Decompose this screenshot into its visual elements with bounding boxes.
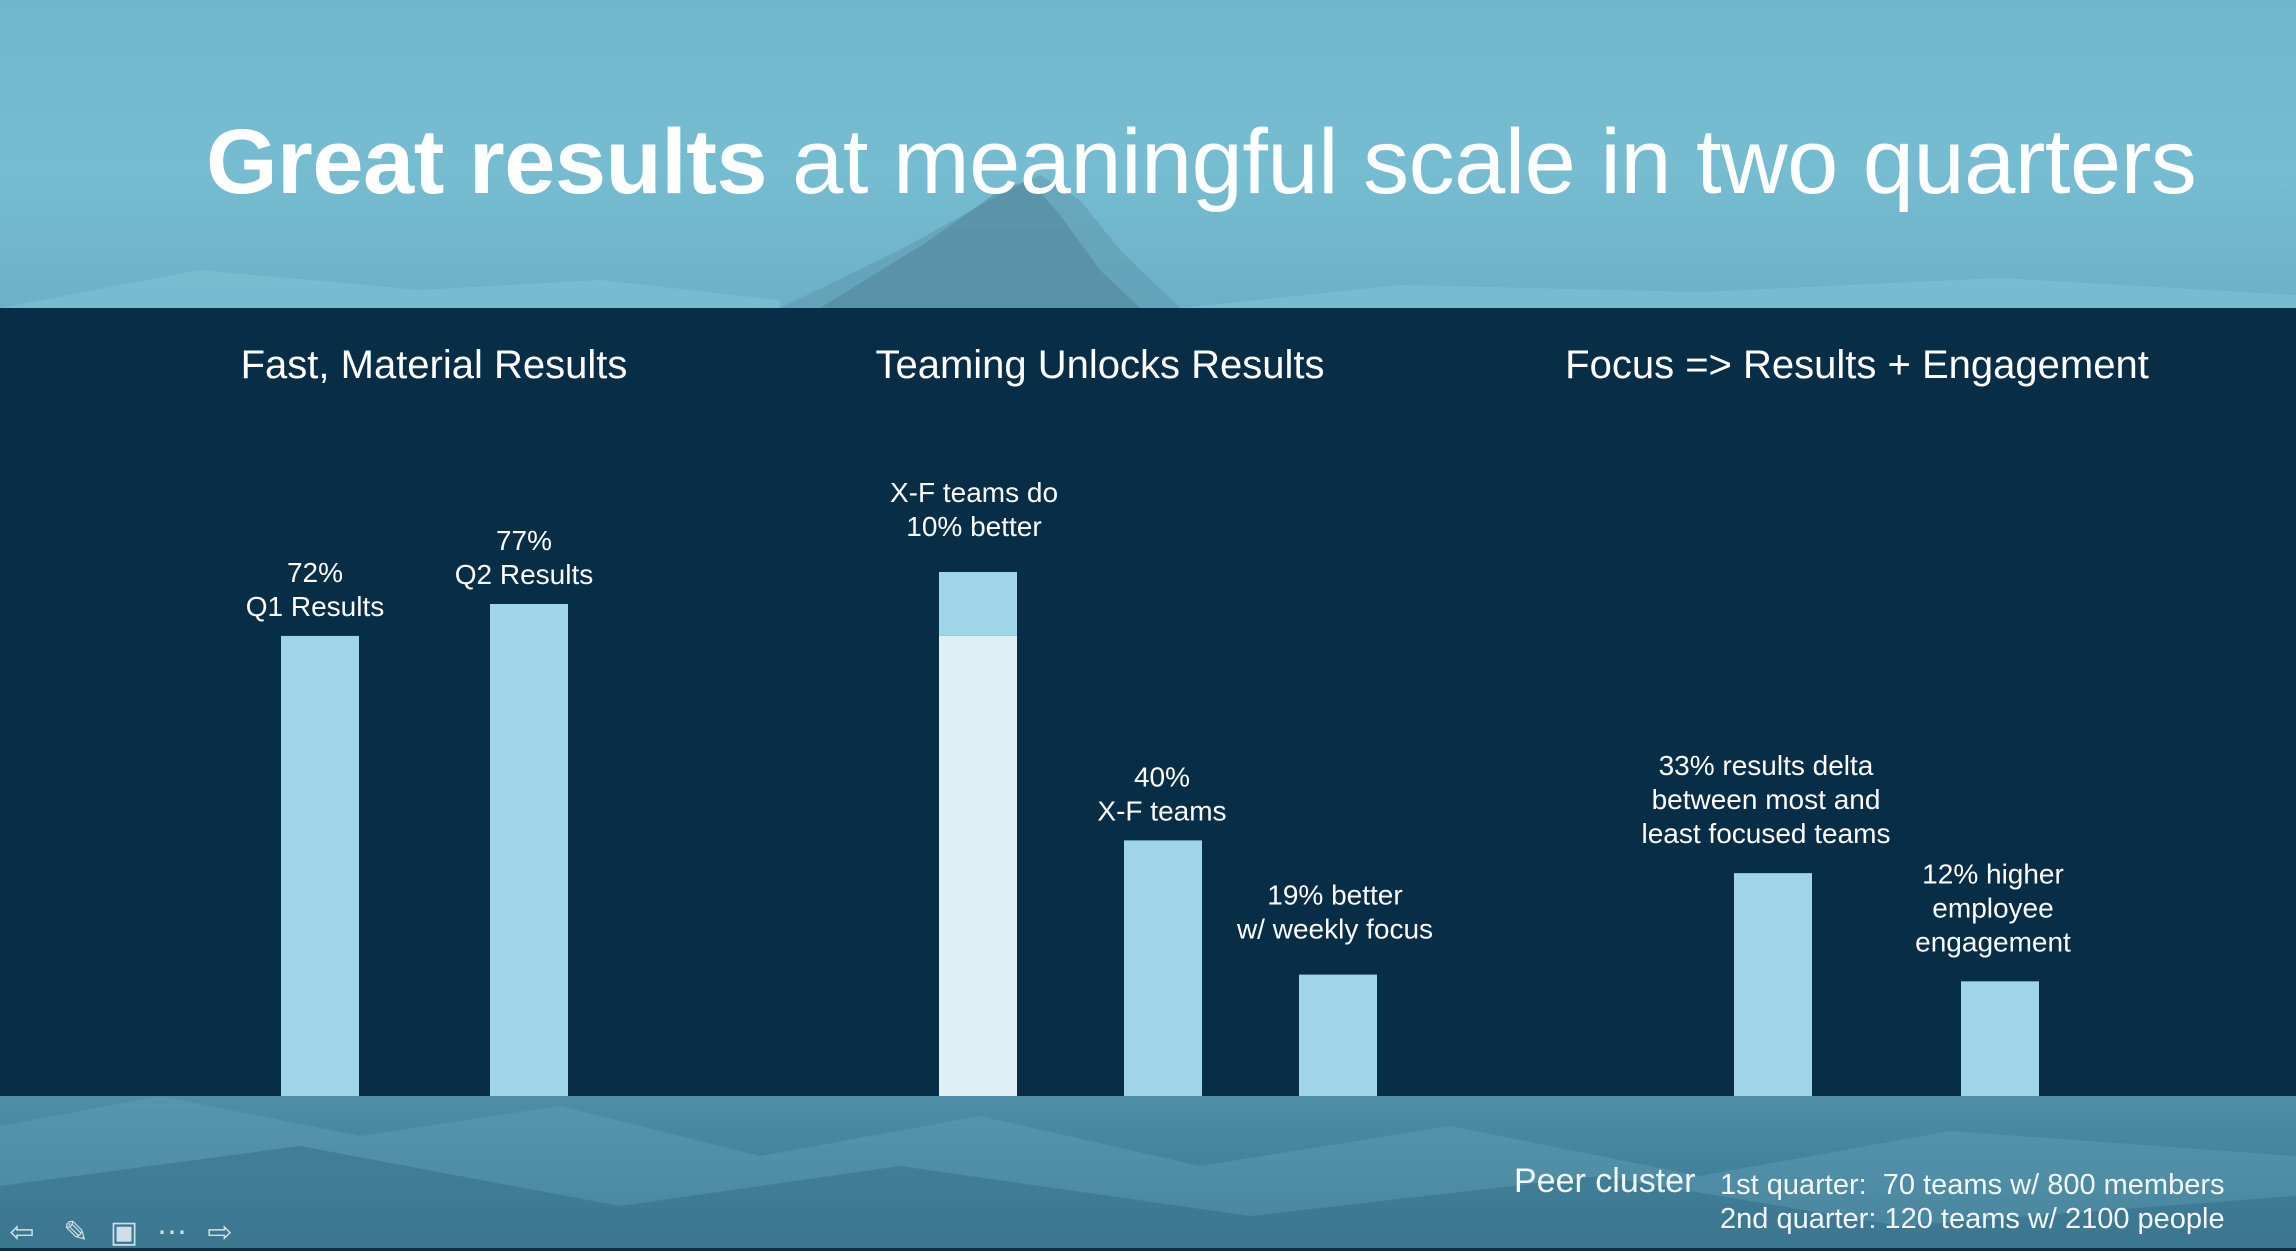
bar-label-q1-line-0: 72%: [287, 557, 343, 588]
chart-title-focus-results-engagement: Focus => Results + Engagement: [1565, 343, 2149, 387]
bar-employee-engagement: [1961, 981, 2039, 1096]
mountain-footer: [0, 1096, 2296, 1248]
charts-svg: Fast, Material Results 72%Q1 Results 77%Q2…: [241, 343, 2149, 1096]
title-bold: Great results: [206, 111, 768, 213]
footer: Peer cluster 1st quarter: 70 teams w/ 80…: [0, 1096, 2296, 1248]
mountain-backdrop: [0, 175, 2296, 308]
title-banner: Great results at meaningful scale in two…: [0, 0, 2296, 308]
chart-panel: Fast, Material Results 72% Q1 Results 77% Q2…: [0, 308, 2296, 1096]
bar-label-xf-better-line-1: 10% better: [906, 511, 1041, 542]
bar-label-engagement-line-0: 12% higher: [1922, 858, 2064, 889]
bar-label-q1-line-1: Q1 Results: [246, 591, 385, 622]
bar-label-results-delta-line-1: between most and: [1652, 784, 1881, 815]
bar-label-weekly-focus-line-0: 19% better: [1267, 880, 1402, 911]
bar-label-q2-line-0: 77%: [496, 525, 552, 556]
bar-stacked-base: [939, 635, 1017, 1096]
forward-arrow-icon[interactable]: ⇨: [207, 1216, 233, 1249]
page-title: Great results at meaningful scale in two…: [206, 110, 2197, 215]
title-rest: at meaningful scale in two quarters: [767, 111, 2197, 213]
bar-xf-teams: [1124, 840, 1202, 1096]
peer-cluster-details: 1st quarter: 70 teams w/ 800 members 2nd…: [1720, 1168, 2225, 1236]
bar-label-weekly-focus-line-1: w/ weekly focus: [1236, 914, 1433, 945]
chart-title-fast-material-results: Fast, Material Results: [241, 343, 628, 387]
bar-label-xf-teams-line-1: X-F teams: [1097, 795, 1226, 826]
bar-results-delta: [1734, 873, 1812, 1096]
chart-title-teaming-unlocks-results: Teaming Unlocks Results: [875, 343, 1324, 387]
bar-q2-results: [490, 603, 568, 1096]
bar-q1-results: [281, 635, 359, 1096]
bar-stacked-increment: [939, 572, 1017, 636]
bar-label-xf-better-line-0: X-F teams do: [890, 477, 1058, 508]
bar-label-engagement-line-1: employee: [1932, 892, 2053, 923]
bar-label-q2-line-1: Q2 Results: [455, 559, 594, 590]
back-arrow-icon[interactable]: ⇦: [9, 1216, 35, 1249]
pen-icon[interactable]: ✎: [63, 1216, 89, 1249]
bar-label-xf-teams-line-0: 40%: [1134, 761, 1190, 792]
peer-line-q1: 1st quarter: 70 teams w/ 800 members: [1720, 1169, 2225, 1201]
more-icon[interactable]: ⋯: [157, 1216, 187, 1249]
slides-icon[interactable]: ▣: [109, 1216, 139, 1249]
peer-cluster-label: Peer cluster: [1514, 1162, 1696, 1200]
peer-line-q2: 2nd quarter: 120 teams w/ 2100 people: [1720, 1203, 2225, 1235]
bar-label-engagement-line-2: engagement: [1915, 926, 2071, 957]
bar-label-results-delta-line-0: 33% results delta: [1659, 750, 1874, 781]
bar-label-results-delta-line-2: least focused teams: [1641, 818, 1890, 849]
bar-weekly-focus: [1299, 974, 1377, 1096]
